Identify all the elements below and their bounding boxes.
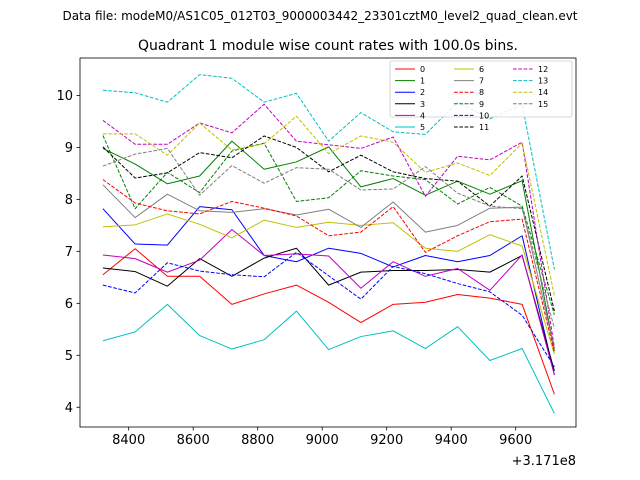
series-line-3	[102, 247, 555, 372]
y-tick-label: 4	[65, 401, 73, 416]
legend-label-0: 0	[420, 65, 425, 74]
legend-label-13: 13	[538, 77, 548, 86]
series-line-13	[102, 74, 555, 270]
legend-label-8: 8	[479, 88, 484, 97]
legend-label-11: 11	[479, 123, 489, 132]
y-tick-label: 10	[56, 89, 73, 104]
legend-label-9: 9	[479, 100, 484, 109]
series-line-8	[102, 179, 555, 353]
y-tick-label: 8	[65, 193, 73, 208]
chart-title: Quadrant 1 module wise count rates with …	[138, 38, 518, 54]
legend-box	[389, 60, 573, 118]
legend-label-5: 5	[420, 123, 425, 132]
x-tick-label: 9600	[499, 433, 532, 448]
series-line-0	[102, 248, 555, 395]
series-line-15	[102, 147, 555, 329]
series-line-1	[102, 140, 555, 352]
legend-label-2: 2	[420, 88, 425, 97]
series-line-7	[102, 184, 555, 350]
x-tick-label: 9200	[370, 433, 403, 448]
x-tick-label: 8800	[241, 433, 274, 448]
chart-suptitle: Data file: modeM0/AS1C05_012T03_90000034…	[62, 9, 577, 23]
legend-label-6: 6	[479, 65, 484, 74]
series-line-2	[102, 206, 555, 376]
series-line-4	[102, 229, 555, 376]
y-tick-label: 5	[65, 349, 73, 364]
y-tick-label: 7	[65, 245, 73, 260]
series-line-10	[102, 251, 555, 367]
legend-label-4: 4	[420, 111, 425, 120]
x-offset-label: +3.171e8	[512, 454, 576, 469]
x-tick-label: 8600	[177, 433, 210, 448]
legend-label-7: 7	[479, 77, 484, 86]
legend-label-3: 3	[420, 100, 425, 109]
series-line-14	[102, 115, 555, 296]
legend-label-10: 10	[479, 111, 489, 120]
x-tick-label: 9000	[306, 433, 339, 448]
legend-label-15: 15	[538, 100, 548, 109]
plot-frame	[79, 57, 577, 428]
series-line-11	[102, 135, 555, 312]
series-line-5	[102, 303, 555, 414]
y-tick-label: 6	[65, 297, 73, 312]
legend-label-12: 12	[538, 65, 548, 74]
legend-label-1: 1	[420, 77, 425, 86]
series-line-9	[102, 135, 555, 315]
legend-label-14: 14	[538, 88, 548, 97]
x-tick-label: 8400	[112, 433, 145, 448]
x-tick-label: 9400	[435, 433, 468, 448]
series-line-12	[102, 103, 555, 348]
series-line-6	[102, 213, 555, 355]
y-tick-label: 9	[65, 141, 73, 156]
